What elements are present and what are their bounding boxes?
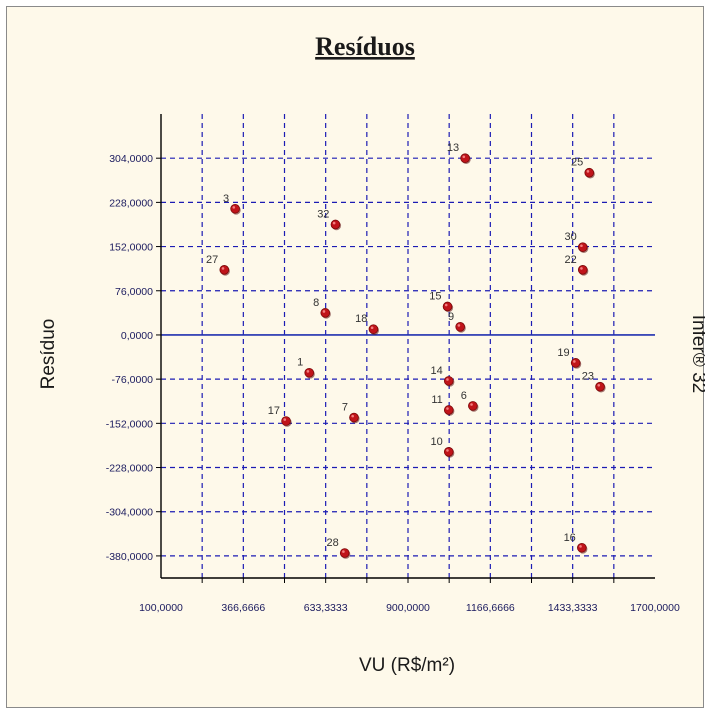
data-point bbox=[230, 203, 240, 214]
data-point-label: 9 bbox=[448, 311, 454, 323]
data-point-label: 14 bbox=[431, 365, 443, 377]
data-point-highlight bbox=[351, 414, 354, 418]
data-point-highlight bbox=[342, 550, 345, 553]
data-point-highlight bbox=[573, 360, 576, 363]
data-point-highlight bbox=[370, 326, 374, 330]
data-point-label: 18 bbox=[355, 313, 367, 325]
data-point-label: 6 bbox=[461, 390, 467, 402]
data-point bbox=[304, 367, 315, 378]
data-point bbox=[330, 219, 341, 230]
x-tick-label: 1700,0000 bbox=[630, 602, 680, 614]
data-point bbox=[570, 358, 581, 368]
x-tick-label: 900,0000 bbox=[386, 602, 430, 614]
data-point-highlight bbox=[462, 155, 466, 159]
data-point bbox=[577, 265, 588, 275]
x-tick-label: 1433,3333 bbox=[548, 602, 598, 614]
data-point bbox=[584, 167, 595, 178]
data-point-highlight bbox=[283, 418, 287, 421]
data-point-highlight bbox=[446, 449, 449, 452]
data-point-highlight bbox=[446, 378, 449, 381]
data-point-label: 22 bbox=[565, 254, 577, 266]
y-tick-label: -152,0000 bbox=[106, 418, 153, 430]
data-point-highlight bbox=[597, 384, 601, 387]
data-point-label: 17 bbox=[268, 405, 280, 417]
y-tick-label: -304,0000 bbox=[106, 507, 153, 519]
y-tick-label: 152,0000 bbox=[109, 242, 153, 254]
data-point bbox=[443, 405, 454, 415]
data-point bbox=[468, 401, 478, 411]
chart-frame: Resíduos 304,0000 228,0000 152,0000 76,0000… bbox=[6, 6, 705, 708]
grid-layer bbox=[161, 114, 655, 578]
data-point-label: 15 bbox=[429, 290, 441, 302]
data-point-highlight bbox=[322, 310, 326, 313]
data-point-label: 19 bbox=[557, 347, 569, 359]
x-tick-label: 366,6666 bbox=[221, 602, 265, 614]
data-point-highlight bbox=[457, 324, 461, 327]
data-point-label: 10 bbox=[431, 436, 443, 448]
y-tick-label: -228,0000 bbox=[106, 463, 153, 475]
y-tick-label: 304,0000 bbox=[109, 153, 153, 165]
data-point-highlight bbox=[221, 267, 225, 270]
y-tick-label: -76,0000 bbox=[112, 374, 154, 386]
data-point-highlight bbox=[580, 244, 583, 248]
data-point bbox=[455, 322, 465, 332]
data-point bbox=[368, 324, 379, 334]
data-point-label: 30 bbox=[565, 231, 577, 243]
data-point-label: 1 bbox=[297, 357, 303, 369]
y-tick-label: -380,0000 bbox=[106, 551, 153, 563]
tick-label-layer: 304,0000 228,0000 152,0000 76,0000 0,0000 -76… bbox=[106, 153, 680, 614]
residuals-chart: Resíduos 304,0000 228,0000 152,0000 76,0000… bbox=[38, 32, 705, 676]
side-label: Infer® 32 bbox=[688, 315, 705, 393]
data-point-label: 23 bbox=[582, 371, 594, 383]
data-point-highlight bbox=[306, 370, 310, 373]
data-point bbox=[320, 308, 331, 318]
data-point bbox=[219, 265, 230, 275]
data-point-label: 11 bbox=[431, 394, 442, 406]
data-point-highlight bbox=[470, 403, 473, 406]
data-point-label: 7 bbox=[342, 402, 348, 414]
data-point-highlight bbox=[446, 407, 449, 410]
data-point-highlight bbox=[586, 170, 590, 173]
data-point-label: 16 bbox=[564, 532, 576, 544]
data-point bbox=[281, 416, 291, 426]
data-point-highlight bbox=[580, 267, 583, 270]
y-axis-title: Resíduo bbox=[38, 319, 59, 390]
y-tick-label: 0,0000 bbox=[121, 330, 153, 342]
data-point-highlight bbox=[444, 303, 448, 307]
data-point bbox=[349, 412, 359, 423]
x-tick-label: 1166,6666 bbox=[466, 602, 515, 614]
data-point bbox=[577, 542, 587, 553]
data-point-highlight bbox=[232, 206, 236, 209]
data-point bbox=[577, 242, 588, 252]
data-point-label: 25 bbox=[571, 157, 583, 169]
y-tick-label: 228,0000 bbox=[109, 197, 153, 209]
data-point-label: 32 bbox=[317, 208, 329, 220]
data-point-label: 27 bbox=[206, 254, 218, 266]
data-point-label: 13 bbox=[447, 142, 459, 154]
chart-title: Resíduos bbox=[315, 32, 415, 61]
data-point bbox=[339, 548, 350, 558]
x-tick-label: 100,0000 bbox=[139, 602, 183, 614]
data-point-label: 8 bbox=[313, 297, 319, 309]
x-axis-title: VU (R$/m²) bbox=[359, 655, 455, 676]
data-point-highlight bbox=[332, 221, 336, 225]
data-point-label: 28 bbox=[326, 537, 338, 549]
axis-layer bbox=[156, 114, 655, 583]
data-point bbox=[442, 301, 453, 312]
data-point bbox=[443, 447, 454, 457]
x-tick-label: 633,3333 bbox=[304, 602, 348, 614]
data-point-label: 3 bbox=[223, 193, 229, 205]
data-point-highlight bbox=[579, 545, 582, 548]
data-point bbox=[460, 153, 470, 163]
data-point bbox=[595, 381, 605, 392]
y-tick-label: 76,0000 bbox=[115, 286, 153, 298]
data-point bbox=[443, 376, 454, 386]
